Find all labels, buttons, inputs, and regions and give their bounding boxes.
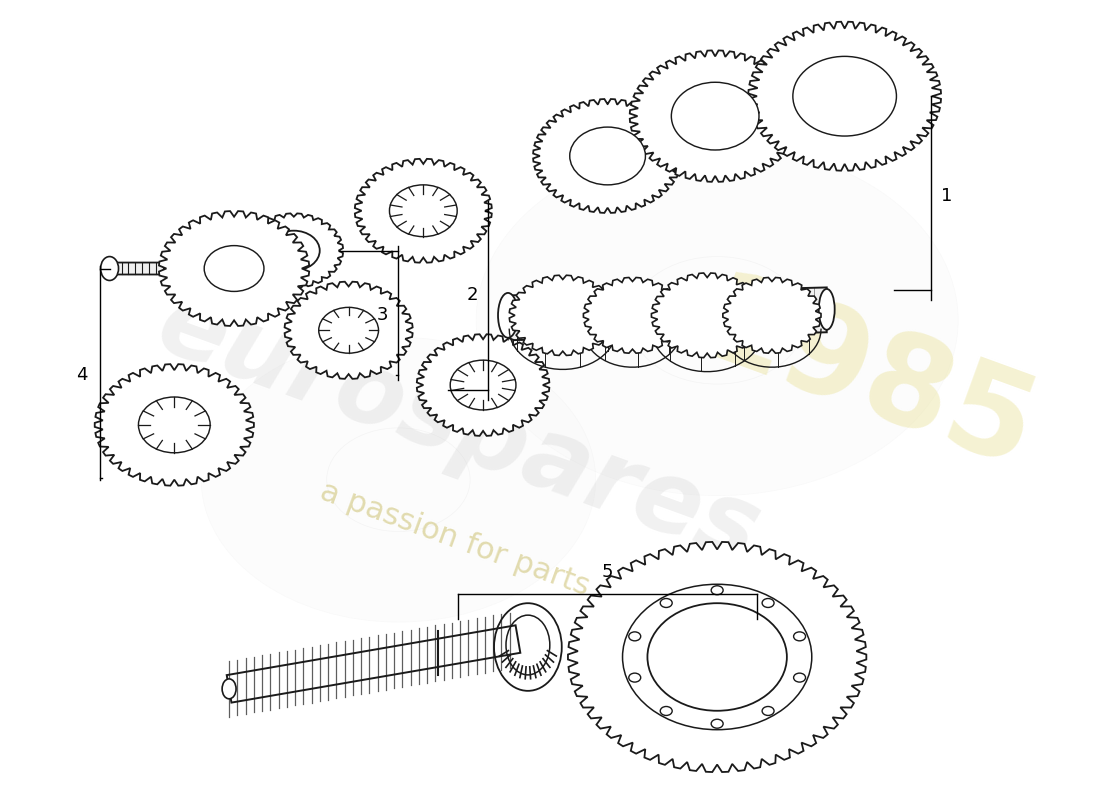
Ellipse shape — [139, 397, 210, 453]
Ellipse shape — [681, 90, 749, 142]
Polygon shape — [417, 334, 549, 436]
Polygon shape — [583, 278, 682, 353]
Polygon shape — [534, 99, 682, 213]
Ellipse shape — [629, 257, 805, 384]
Polygon shape — [630, 50, 801, 182]
Polygon shape — [651, 273, 763, 358]
Ellipse shape — [671, 82, 759, 150]
Ellipse shape — [712, 719, 723, 728]
Ellipse shape — [212, 251, 256, 286]
Polygon shape — [110, 254, 219, 282]
Ellipse shape — [389, 185, 458, 237]
Ellipse shape — [498, 293, 518, 338]
Ellipse shape — [712, 586, 723, 594]
Polygon shape — [160, 211, 309, 326]
Text: 3: 3 — [377, 306, 388, 324]
Ellipse shape — [570, 127, 646, 185]
Ellipse shape — [327, 428, 470, 531]
Polygon shape — [95, 364, 254, 486]
Ellipse shape — [578, 133, 638, 179]
Ellipse shape — [793, 673, 805, 682]
Ellipse shape — [450, 360, 516, 410]
Ellipse shape — [818, 289, 835, 330]
Text: 1985: 1985 — [682, 264, 1050, 497]
Polygon shape — [244, 214, 343, 288]
Polygon shape — [509, 275, 616, 355]
Ellipse shape — [402, 194, 446, 228]
Ellipse shape — [805, 66, 884, 127]
Ellipse shape — [762, 598, 774, 607]
Ellipse shape — [476, 145, 958, 496]
Ellipse shape — [629, 632, 640, 641]
Ellipse shape — [793, 56, 896, 136]
Polygon shape — [568, 542, 867, 772]
Ellipse shape — [319, 307, 378, 353]
Ellipse shape — [648, 603, 786, 710]
Ellipse shape — [222, 679, 236, 699]
Polygon shape — [748, 22, 940, 170]
Ellipse shape — [762, 706, 774, 715]
Ellipse shape — [100, 257, 119, 281]
Text: 1: 1 — [942, 187, 953, 205]
Ellipse shape — [268, 230, 320, 270]
Polygon shape — [508, 287, 827, 340]
Ellipse shape — [201, 338, 595, 622]
Text: eurospares: eurospares — [144, 276, 772, 584]
Ellipse shape — [463, 370, 503, 400]
Ellipse shape — [151, 407, 198, 443]
Ellipse shape — [205, 246, 264, 291]
Ellipse shape — [793, 632, 805, 641]
Ellipse shape — [660, 598, 672, 607]
Ellipse shape — [329, 315, 368, 346]
Ellipse shape — [629, 673, 640, 682]
Polygon shape — [355, 159, 492, 262]
Text: 5: 5 — [602, 563, 614, 582]
Polygon shape — [723, 278, 821, 353]
Text: 4: 4 — [76, 366, 88, 384]
Text: a passion for parts since 1985: a passion for parts since 1985 — [316, 477, 759, 662]
Polygon shape — [285, 282, 412, 379]
Text: 2: 2 — [466, 286, 478, 305]
Ellipse shape — [660, 706, 672, 715]
